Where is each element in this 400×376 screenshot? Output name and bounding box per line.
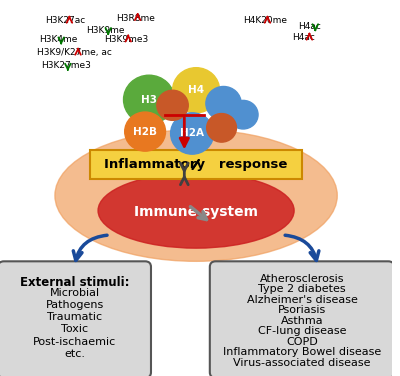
Circle shape <box>206 86 241 120</box>
Text: etc.: etc. <box>64 349 85 359</box>
Text: Post-ischaemic: Post-ischaemic <box>33 337 116 347</box>
Circle shape <box>228 100 258 129</box>
Text: Virus-associated disease: Virus-associated disease <box>233 358 371 368</box>
Text: H3R8me: H3R8me <box>116 14 154 23</box>
Text: Microbial: Microbial <box>50 288 100 299</box>
Text: Inflammatory   response: Inflammatory response <box>104 158 288 171</box>
Text: H4ac: H4ac <box>292 33 315 42</box>
Text: H3K9me: H3K9me <box>86 26 125 35</box>
Text: H3K9/K27me, ac: H3K9/K27me, ac <box>37 48 112 57</box>
Circle shape <box>124 75 174 124</box>
Text: COPD: COPD <box>286 337 318 347</box>
Text: H2A: H2A <box>180 129 204 138</box>
FancyBboxPatch shape <box>90 150 302 179</box>
Circle shape <box>207 114 236 142</box>
FancyArrowPatch shape <box>73 235 107 261</box>
Text: Immune system: Immune system <box>134 205 258 220</box>
Text: Pathogens: Pathogens <box>45 300 104 311</box>
Circle shape <box>170 113 214 154</box>
Text: Toxic: Toxic <box>61 324 88 335</box>
Text: H4K20me: H4K20me <box>243 16 287 25</box>
FancyBboxPatch shape <box>210 261 394 376</box>
Text: Type 2 diabetes: Type 2 diabetes <box>258 284 346 294</box>
Text: H3K4me: H3K4me <box>39 35 78 44</box>
Text: H4ac: H4ac <box>298 22 321 31</box>
Text: Psoriasis: Psoriasis <box>278 305 326 315</box>
Ellipse shape <box>98 173 294 248</box>
FancyArrowPatch shape <box>285 235 319 261</box>
Text: H3K27ac: H3K27ac <box>45 16 85 25</box>
FancyBboxPatch shape <box>0 261 151 376</box>
Text: H3K9me3: H3K9me3 <box>104 35 148 44</box>
Text: Alzheimer's disease: Alzheimer's disease <box>246 295 358 305</box>
Text: Atherosclerosis: Atherosclerosis <box>260 274 344 284</box>
Text: Inflammatory Bowel disease: Inflammatory Bowel disease <box>223 347 381 358</box>
Circle shape <box>157 90 188 120</box>
Text: H3K27me3: H3K27me3 <box>41 61 91 70</box>
Text: H4: H4 <box>188 85 204 95</box>
Text: CF-lung disease: CF-lung disease <box>258 326 346 337</box>
Text: H3: H3 <box>141 95 157 105</box>
Circle shape <box>172 68 220 113</box>
Text: Asthma: Asthma <box>281 316 323 326</box>
Circle shape <box>125 112 166 151</box>
Text: Traumatic: Traumatic <box>47 312 102 323</box>
Text: H2B: H2B <box>133 127 157 136</box>
Ellipse shape <box>55 130 337 261</box>
Text: External stimuli:: External stimuli: <box>20 276 129 290</box>
